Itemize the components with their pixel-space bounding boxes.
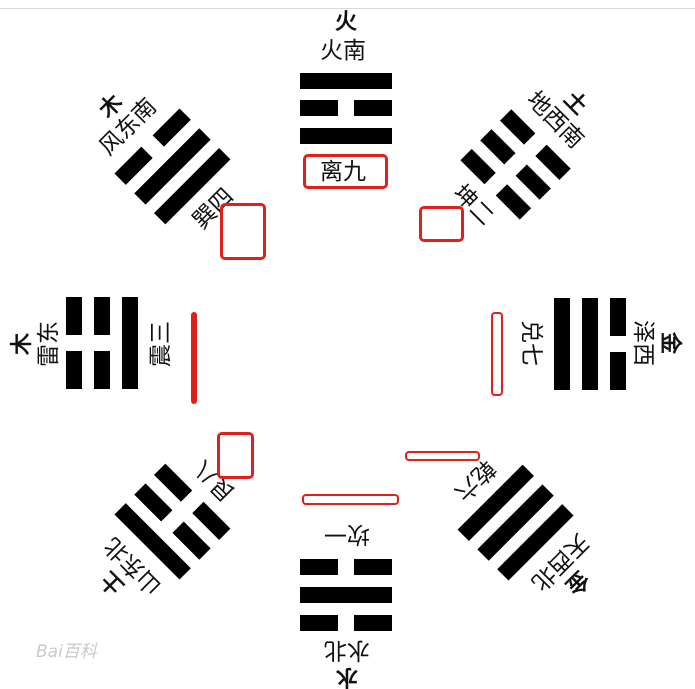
yao-li-1 (300, 73, 392, 89)
yao-li-2b (354, 100, 392, 116)
highlight-line-qian (405, 451, 480, 461)
trigram-label-zhen: 震三 (148, 321, 174, 367)
yao-li-3 (300, 128, 392, 144)
yao-dui-1b (610, 352, 626, 390)
highlight-box-kun (419, 206, 464, 242)
highlight-box-xun (220, 203, 266, 260)
element-label-li: 火 (335, 10, 358, 35)
yao-kan-3b (300, 559, 338, 575)
yao-zhen-3 (122, 297, 138, 389)
direction-label-kan: 水北 (324, 637, 370, 663)
yao-gen-2b (134, 483, 173, 522)
yao-kun-2b (515, 164, 551, 200)
yao-kun-3b (495, 184, 532, 220)
yao-kan-1a (354, 615, 392, 631)
highlight-box-li (303, 154, 388, 189)
element-label-zhen: 木 (10, 332, 35, 355)
yao-zhen-2a (94, 351, 110, 389)
yao-gen-2a (172, 521, 211, 560)
yao-kan-2 (300, 587, 392, 603)
yao-zhen-1b (66, 297, 82, 335)
yao-dui-2 (582, 298, 598, 390)
element-label-dui: 金 (657, 332, 682, 355)
yao-kan-1b (300, 615, 338, 631)
yao-kun-2a (480, 129, 516, 165)
top-divider (0, 8, 695, 9)
highlight-line-zhen (191, 312, 197, 404)
yao-kan-3a (354, 559, 392, 575)
direction-label-zhen: 雷东 (36, 321, 62, 367)
yao-dui-1a (610, 298, 626, 336)
yao-li-2a (300, 100, 338, 116)
yao-zhen-1a (66, 351, 82, 389)
yao-gen-3b (154, 463, 193, 502)
trigram-label-dui: 兑七 (518, 320, 544, 366)
highlight-box-gen (217, 432, 254, 479)
trigram-label-li: 离九 (320, 159, 366, 185)
yao-gen-3a (192, 501, 231, 540)
highlight-line-kan (302, 494, 399, 505)
trigram-label-kan: 坎一 (324, 521, 370, 547)
direction-label-dui: 泽西 (630, 320, 656, 366)
watermark: Bai百科 (36, 642, 97, 662)
yao-zhen-2b (94, 297, 110, 335)
yao-dui-3 (554, 298, 570, 390)
highlight-line-dui (491, 312, 503, 396)
direction-label-li: 火南 (320, 38, 366, 64)
